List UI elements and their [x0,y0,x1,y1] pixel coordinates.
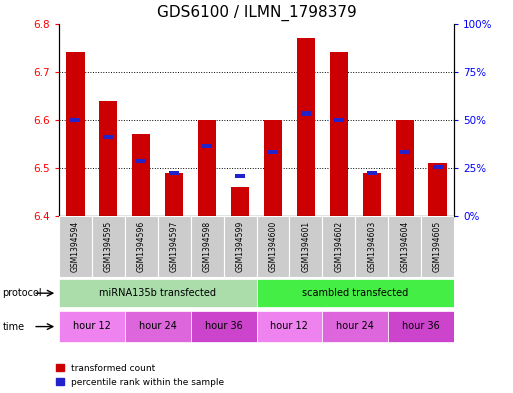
Bar [355,216,388,277]
Bar [388,216,421,277]
Bar [322,311,388,342]
Text: GSM1394605: GSM1394605 [433,221,442,272]
Bar [165,173,183,216]
Bar [388,311,454,342]
Text: hour 24: hour 24 [337,321,374,331]
Bar [169,171,179,175]
Text: time: time [3,321,25,332]
Bar [59,216,92,277]
Bar [289,216,322,277]
Text: hour 36: hour 36 [205,321,243,331]
Text: miRNA135b transfected: miRNA135b transfected [99,288,216,298]
Bar [322,216,355,277]
Bar [256,216,289,277]
Text: protocol: protocol [3,288,42,298]
Text: GSM1394599: GSM1394599 [235,221,245,272]
Bar [191,216,224,277]
Bar [421,216,454,277]
Bar [66,53,85,216]
Bar [59,279,256,307]
Bar [231,187,249,216]
Text: hour 36: hour 36 [402,321,440,331]
Bar [396,120,413,216]
Bar [191,311,256,342]
Text: scambled transfected: scambled transfected [302,288,408,298]
Bar [70,118,81,122]
Bar [428,163,447,216]
Bar [104,134,113,139]
Bar [256,279,454,307]
Bar [59,311,125,342]
Bar [224,216,256,277]
Text: GSM1394602: GSM1394602 [334,221,343,272]
Text: GSM1394597: GSM1394597 [170,221,179,272]
Bar [158,216,191,277]
Bar [268,150,278,154]
Bar [198,120,216,216]
Bar [256,311,322,342]
Bar [297,38,315,216]
Text: hour 12: hour 12 [73,321,111,331]
Bar [125,216,158,277]
Text: GSM1394600: GSM1394600 [268,221,278,272]
Bar [301,112,311,116]
Bar [432,165,443,169]
Bar [330,53,348,216]
Bar [235,174,245,178]
Text: GSM1394594: GSM1394594 [71,221,80,272]
Text: GSM1394598: GSM1394598 [203,221,212,272]
Bar [400,150,409,154]
Text: GSM1394596: GSM1394596 [137,221,146,272]
Bar [132,134,150,216]
Text: hour 24: hour 24 [139,321,176,331]
Text: GSM1394604: GSM1394604 [400,221,409,272]
Bar [363,173,381,216]
Text: GSM1394601: GSM1394601 [301,221,310,272]
Text: hour 12: hour 12 [270,321,308,331]
Bar [100,101,117,216]
Bar [367,171,377,175]
Legend: transformed count, percentile rank within the sample: transformed count, percentile rank withi… [56,364,224,387]
Bar [92,216,125,277]
Bar [136,159,146,163]
Bar [202,144,212,149]
Text: GSM1394595: GSM1394595 [104,221,113,272]
Bar [264,120,282,216]
Bar [334,118,344,122]
Title: GDS6100 / ILMN_1798379: GDS6100 / ILMN_1798379 [156,5,357,21]
Text: GSM1394603: GSM1394603 [367,221,376,272]
Bar [125,311,191,342]
